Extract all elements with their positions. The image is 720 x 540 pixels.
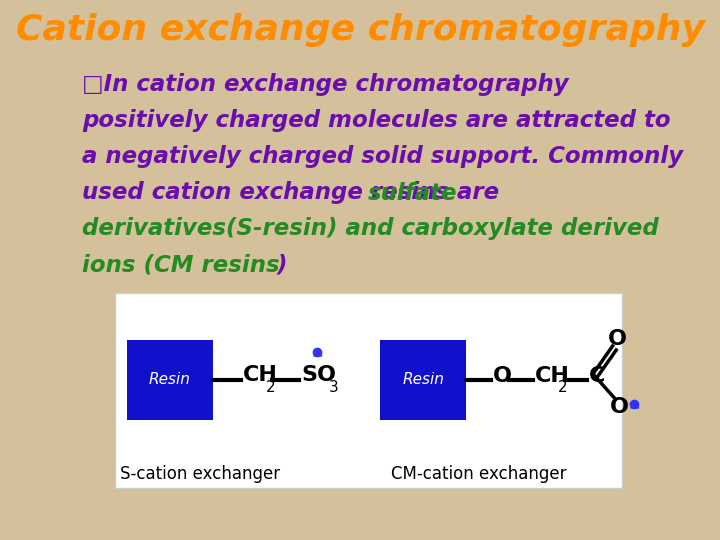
Text: S-cation exchanger: S-cation exchanger [120,465,281,483]
Text: ions (CM resins: ions (CM resins [82,253,279,276]
Text: C: C [589,366,606,386]
Text: sulfate: sulfate [368,181,458,205]
Text: Resin: Resin [402,373,444,388]
Text: CM-cation exchanger: CM-cation exchanger [391,465,567,483]
Text: O: O [492,366,511,386]
Text: 2: 2 [558,381,567,395]
Text: derivatives(S-resin) and carboxylate derived: derivatives(S-resin) and carboxylate der… [82,218,659,240]
Text: ): ) [276,253,287,276]
Text: CH: CH [243,365,278,385]
Text: Resin: Resin [149,373,191,388]
Text: used cation exchange resins are: used cation exchange resins are [82,181,507,205]
Bar [127,340,212,420]
Text: 2: 2 [266,381,276,395]
Text: a negatively charged solid support. Commonly: a negatively charged solid support. Comm… [82,145,683,168]
Bar [114,293,622,488]
Bar [380,340,467,420]
Text: □In cation exchange chromatography: □In cation exchange chromatography [82,73,569,97]
Text: positively charged molecules are attracted to: positively charged molecules are attract… [82,110,670,132]
Text: O: O [610,397,629,417]
Text: CH: CH [535,366,570,386]
Text: −: − [312,348,323,362]
Text: O: O [608,329,627,349]
Text: SO: SO [301,365,336,385]
Text: −: − [629,400,640,414]
Text: Cation exchange chromatography: Cation exchange chromatography [16,13,704,47]
Text: 3: 3 [329,381,338,395]
